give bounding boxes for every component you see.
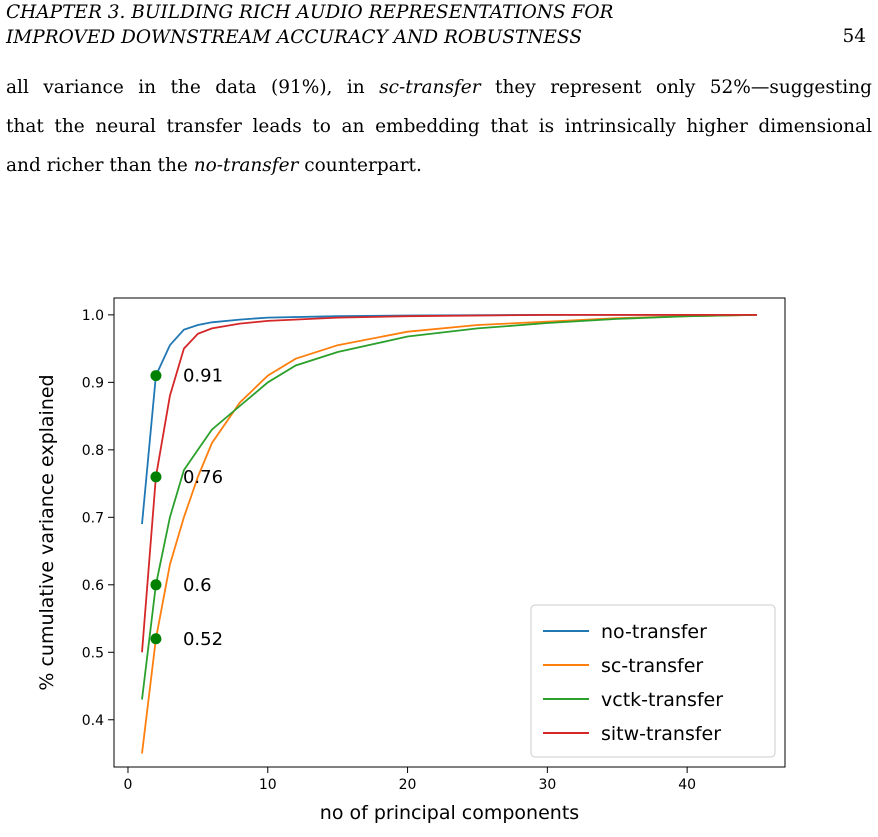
series-line-no-transfer [141,314,757,525]
running-head: CHAPTER 3. BUILDING RICH AUDIO REPRESENT… [6,0,872,50]
x-axis-label: no of principal components [320,802,579,824]
marker-point [150,633,162,645]
y-tick-label: 0.6 [82,578,104,594]
body-text: they represent only 52%—suggesting [480,77,872,98]
x-tick-label: 20 [399,777,417,793]
marker-label: 0.91 [183,366,223,387]
y-tick-label: 0.8 [82,443,104,459]
body-line-1: all variance in the data (91%), in sc-tr… [6,68,872,107]
x-tick-label: 30 [538,777,556,793]
body-emphasis: sc-transfer [379,77,481,98]
marker-point [150,579,162,591]
y-tick-label: 0.9 [82,375,104,391]
series-line-sitw-transfer [141,314,757,653]
y-tick-label: 0.4 [82,713,104,729]
body-emphasis: no-transfer [193,155,299,176]
marker-point [150,370,162,382]
marker-label: 0.6 [183,575,212,596]
y-tick-label: 0.5 [82,645,104,661]
marker-label: 0.52 [183,629,223,650]
y-axis-label: % cumulative variance explained [36,374,58,690]
series-line-vctk-transfer [141,314,758,700]
y-tick-label: 1.0 [82,308,104,324]
body-paragraph: all variance in the data (91%), in sc-tr… [6,68,872,185]
variance-chart: 0.91 0.76 0.6 0.52 0 10 20 30 40 0.4 0.5 0.6 0.7 0.8 0… [36,297,786,824]
body-line-2: that the neural transfer leads to an emb… [6,116,872,137]
legend-box [530,604,776,758]
body-line-3: and richer than the no-transfer counterp… [6,146,872,185]
marker-label: 0.76 [183,467,223,488]
legend-label: vctk-transfer [601,689,723,711]
running-head-line-1: CHAPTER 3. BUILDING RICH AUDIO REPRESENT… [6,2,614,23]
x-tick-label: 40 [678,777,696,793]
page-number: 54 [842,26,866,47]
legend-label: sitw-transfer [601,723,721,745]
body-text: counterpart. [298,155,422,176]
y-tick-label: 0.7 [82,510,104,526]
body-text: all variance in the data (91%), in [6,77,380,98]
plot-frame [113,297,786,768]
body-text: and richer than the [6,155,194,176]
running-head-line-2: IMPROVED DOWNSTREAM ACCURACY AND ROBUSTN… [6,27,582,48]
marker-point [150,471,162,483]
x-tick-label: 10 [259,777,277,793]
legend-label: sc-transfer [601,655,703,677]
series-line-sc-transfer [141,314,758,754]
x-tick-label: 0 [124,777,133,793]
legend-label: no-transfer [601,621,707,643]
